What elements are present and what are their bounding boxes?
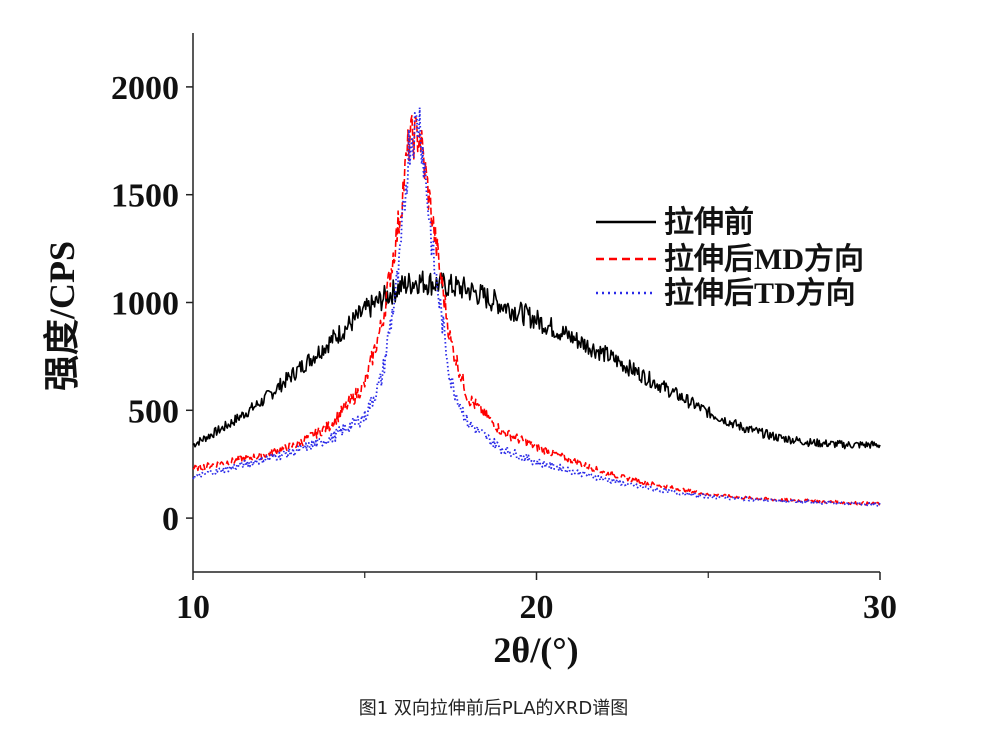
x-tick-label: 20	[520, 589, 554, 626]
x-axis-title: 2θ/(°)	[493, 630, 578, 670]
y-axis-title: 强度/CPS	[42, 241, 82, 391]
x-tick-label: 30	[863, 589, 897, 626]
y-tick-label: 1000	[111, 286, 179, 323]
legend-item: 拉伸后TD方向	[596, 276, 856, 310]
y-tick-label: 0	[162, 501, 179, 538]
y-tick-label: 500	[128, 393, 179, 430]
legend-label-td: 拉伸后TD方向	[664, 276, 856, 310]
figure-caption: 图1 双向拉伸前后PLA的XRD谱图	[358, 698, 629, 719]
x-tick-label: 10	[176, 589, 210, 626]
series-line-before-stretch	[192, 270, 881, 450]
x-axis-ticks: 10 20 30	[176, 572, 897, 626]
series-layer	[192, 106, 881, 507]
legend-item: 拉伸后MD方向	[596, 242, 864, 276]
y-axis-ticks: 0 500 1000 1500 2000	[111, 70, 193, 538]
y-tick-label: 1500	[111, 178, 179, 215]
y-tick-label: 2000	[111, 70, 179, 107]
series-line-md	[192, 114, 881, 506]
xrd-chart: 0 500 1000 1500 2000 10 20 30 2θ/(°) 强度/CPS 拉伸…	[42, 33, 897, 670]
series-line-td	[192, 106, 881, 507]
legend-label-md: 拉伸后MD方向	[664, 242, 864, 276]
legend: 拉伸前 拉伸后MD方向 拉伸后TD方向	[596, 205, 864, 310]
legend-item: 拉伸前	[596, 205, 754, 239]
legend-label-before-stretch: 拉伸前	[664, 205, 754, 239]
